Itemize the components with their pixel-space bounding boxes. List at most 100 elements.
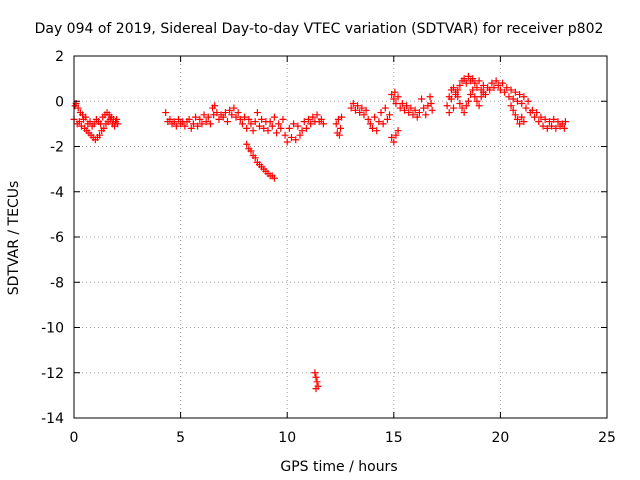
- data-point: [162, 109, 170, 117]
- data-point: [337, 124, 344, 132]
- data-point: [211, 102, 219, 110]
- chart-title: Day 094 of 2019, Sidereal Day-to-day VTE…: [35, 21, 604, 37]
- data-point: [475, 77, 483, 85]
- data-point: [513, 97, 521, 105]
- data-point: [494, 81, 502, 89]
- data-point: [354, 102, 362, 110]
- data-point: [174, 115, 182, 123]
- data-point: [251, 154, 259, 162]
- data-point: [200, 111, 208, 119]
- data-point: [312, 373, 320, 381]
- data-point: [307, 120, 315, 128]
- data-point: [522, 104, 530, 112]
- data-point: [392, 100, 400, 108]
- y-tick-label: 2: [55, 49, 64, 65]
- data-point: [445, 109, 453, 117]
- data-point: [516, 120, 524, 128]
- data-point: [266, 118, 274, 126]
- data-point: [300, 118, 308, 126]
- data-point: [319, 120, 327, 128]
- data-point: [383, 115, 391, 123]
- data-point: [507, 86, 515, 94]
- data-point: [561, 118, 569, 126]
- data-point: [411, 106, 419, 114]
- data-point: [287, 133, 295, 141]
- data-point: [503, 84, 511, 92]
- data-point: [305, 115, 313, 123]
- data-point: [230, 104, 238, 112]
- data-point: [294, 122, 302, 130]
- data-point: [477, 93, 485, 101]
- data-point: [311, 369, 319, 377]
- data-point: [309, 113, 317, 121]
- data-point: [196, 115, 204, 123]
- data-point: [413, 113, 421, 121]
- data-point: [347, 104, 355, 112]
- data-point: [224, 118, 232, 126]
- data-point: [198, 120, 206, 128]
- data-point: [400, 106, 408, 114]
- data-point: [213, 109, 221, 117]
- data-point: [255, 122, 263, 130]
- data-point: [236, 115, 244, 123]
- data-point: [520, 118, 528, 126]
- data-point: [381, 104, 389, 112]
- data-point: [349, 100, 357, 108]
- data-point: [520, 93, 528, 101]
- data-point: [428, 106, 436, 114]
- data-point: [100, 124, 108, 132]
- data-point: [533, 109, 541, 117]
- data-point: [172, 122, 180, 130]
- data-point: [260, 124, 268, 132]
- data-point: [290, 120, 298, 128]
- data-point: [420, 104, 428, 112]
- data-point: [228, 111, 236, 119]
- data-point: [368, 124, 376, 132]
- data-point: [528, 106, 536, 114]
- data-point: [473, 84, 481, 92]
- data-point: [458, 104, 466, 112]
- data-point: [166, 115, 174, 123]
- data-point: [313, 378, 321, 386]
- data-point: [513, 115, 521, 123]
- data-point: [366, 120, 374, 128]
- data-point: [351, 106, 359, 114]
- data-point: [509, 95, 517, 103]
- data-point: [390, 95, 398, 103]
- data-point: [552, 124, 560, 132]
- data-point: [362, 106, 370, 114]
- data-point: [249, 127, 257, 135]
- data-point: [268, 122, 276, 130]
- x-tick-label: 15: [385, 430, 403, 446]
- data-point: [460, 109, 468, 117]
- data-point: [313, 111, 321, 119]
- data-point: [377, 109, 385, 117]
- data-point: [360, 111, 368, 119]
- data-point: [356, 109, 364, 117]
- data-point: [422, 111, 430, 119]
- data-point: [317, 115, 325, 123]
- data-point: [471, 79, 479, 87]
- data-point: [496, 86, 504, 94]
- data-point: [187, 124, 195, 132]
- data-point: [462, 102, 470, 110]
- data-point: [456, 100, 464, 108]
- data-point: [518, 113, 526, 121]
- data-point: [427, 100, 435, 108]
- data-point: [396, 104, 404, 112]
- y-tick-label: -2: [50, 140, 64, 156]
- data-point: [511, 111, 519, 119]
- data-point: [273, 129, 281, 137]
- data-point: [473, 97, 481, 105]
- data-point: [405, 109, 413, 117]
- data-point: [170, 118, 178, 126]
- data-point: [409, 111, 417, 119]
- data-point: [535, 118, 543, 126]
- data-point: [292, 136, 300, 144]
- data-point: [241, 113, 249, 121]
- data-point: [449, 104, 457, 112]
- data-point: [479, 88, 487, 96]
- data-point: [226, 106, 234, 114]
- data-point: [277, 124, 285, 132]
